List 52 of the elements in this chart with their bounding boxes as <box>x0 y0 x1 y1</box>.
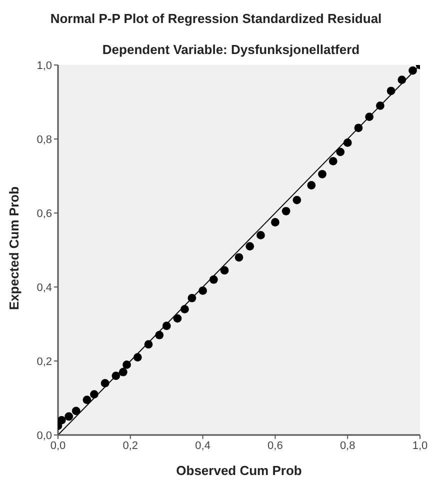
point <box>220 266 229 275</box>
point <box>122 360 131 369</box>
point <box>82 396 92 404</box>
point <box>343 138 352 147</box>
x-tick-label: 0,6 <box>268 440 283 452</box>
point <box>209 275 218 284</box>
chart-subtitle: Dependent Variable: Dysfunksjonellatferd <box>101 42 361 57</box>
point <box>318 170 326 178</box>
point <box>234 253 244 262</box>
x-axis-title: Observed Cum Prob <box>176 463 302 478</box>
point <box>133 353 142 362</box>
point <box>307 181 316 190</box>
y-tick-label: 0,4 <box>36 282 52 294</box>
y-tick-label: 0,0 <box>36 430 52 442</box>
point <box>144 340 153 349</box>
point <box>408 66 417 75</box>
y-tick-label: 0,6 <box>36 208 52 220</box>
point <box>282 206 290 216</box>
point <box>180 305 189 314</box>
point <box>386 86 396 96</box>
point <box>162 322 171 330</box>
point <box>256 231 265 240</box>
point <box>354 124 363 132</box>
x-tick-label: 0,2 <box>122 440 138 452</box>
point <box>112 372 120 380</box>
point <box>328 157 338 166</box>
point <box>155 330 164 340</box>
y-axis-title: Expected Cum Prob <box>6 186 22 310</box>
point <box>118 368 128 376</box>
x-tick-label: 0,8 <box>340 440 356 452</box>
x-tick-label: 1,0 <box>412 440 428 452</box>
point <box>198 286 207 295</box>
point <box>336 148 345 156</box>
point <box>173 314 182 323</box>
point <box>188 294 196 302</box>
point <box>90 390 98 398</box>
point <box>376 102 384 110</box>
point <box>246 242 254 250</box>
point <box>58 416 66 424</box>
point <box>365 112 374 121</box>
x-tick-label: 0,4 <box>195 440 210 452</box>
point <box>271 218 280 226</box>
point <box>398 76 406 84</box>
x-tick-label: 0,0 <box>50 440 66 452</box>
point <box>72 406 80 416</box>
point <box>100 379 110 388</box>
y-tick-label: 0,2 <box>36 356 52 368</box>
point <box>64 412 74 421</box>
point <box>292 196 302 204</box>
y-tick-label: 1,0 <box>36 60 52 72</box>
y-tick-label: 0,8 <box>36 134 52 146</box>
chart-title: Normal P-P Plot of Regression Standardized Residual <box>49 11 383 26</box>
